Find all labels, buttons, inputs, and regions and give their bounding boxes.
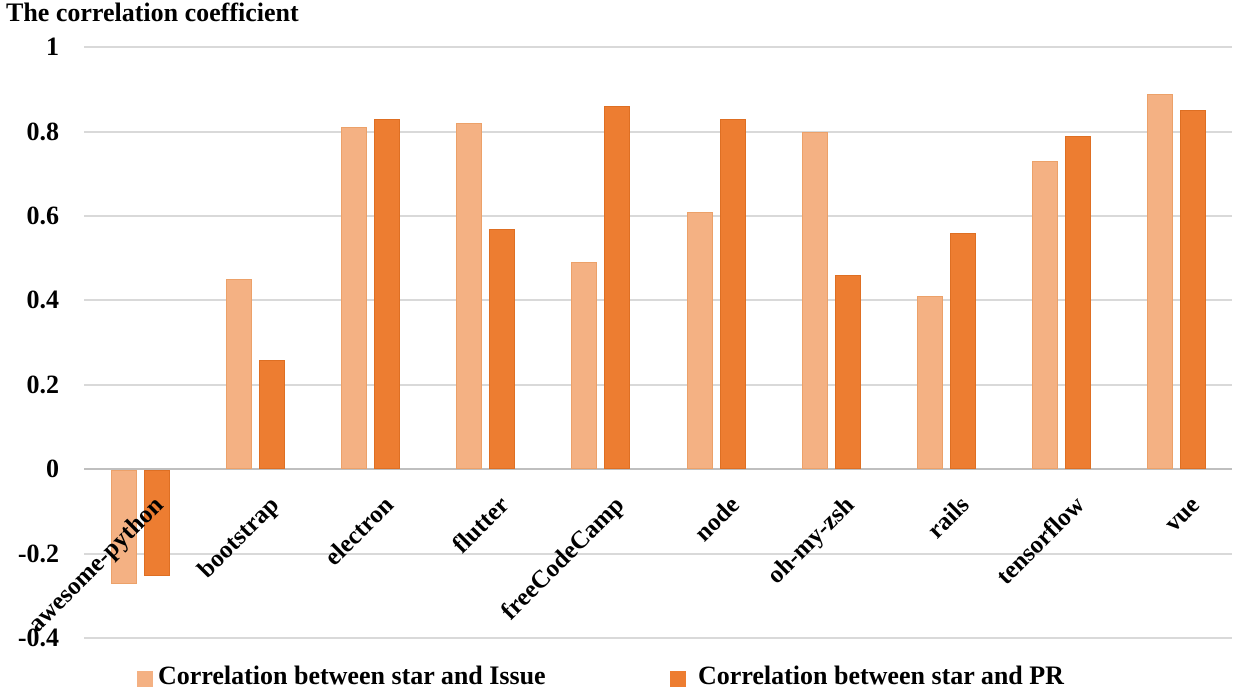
y-tick-label-0.4: 0.4: [26, 285, 60, 315]
bar-rails-pr: [949, 232, 976, 470]
y-tick-label-0: 0: [46, 454, 59, 484]
gridline-0.2: [84, 383, 1232, 386]
y-tick-label--0.2: -0.2: [17, 538, 59, 568]
bar-node-pr: [719, 118, 746, 470]
gridline-0.4: [84, 299, 1232, 302]
x-category-label-electron: electron: [319, 491, 400, 571]
gridline--0.4: [84, 637, 1232, 640]
x-category-label-tensorflow: tensorflow: [991, 491, 1090, 590]
bar-vue-issue: [1146, 93, 1173, 470]
bar-freecodecamp-pr: [604, 106, 631, 470]
y-tick-label-0.8: 0.8: [26, 116, 60, 146]
y-tick-label--0.4: -0.4: [17, 623, 59, 653]
x-category-label-vue: vue: [1159, 491, 1205, 537]
bar-node-issue: [686, 211, 713, 470]
bar-freecodecamp-issue: [571, 262, 598, 470]
bar-awesome-python-issue: [111, 470, 137, 585]
bar-oh-my-zsh-pr: [834, 275, 861, 470]
x-category-label-bootstrap: bootstrap: [192, 491, 284, 584]
bar-awesome-python-pr: [144, 470, 170, 576]
gridline-0.8: [84, 130, 1232, 133]
bar-tensorflow-pr: [1064, 135, 1091, 470]
bar-vue-pr: [1179, 110, 1206, 470]
bar-electron-issue: [341, 127, 368, 470]
x-category-label-oh-my-zsh: oh-my-zsh: [761, 491, 860, 589]
bar-bootstrap-pr: [259, 359, 286, 470]
bar-oh-my-zsh-issue: [801, 131, 828, 470]
x-category-label-freecodecamp: freeCodeCamp: [495, 491, 630, 625]
bar-flutter-pr: [489, 228, 516, 470]
bar-bootstrap-issue: [226, 279, 253, 470]
bar-rails-issue: [916, 296, 943, 470]
bar-flutter-issue: [456, 123, 483, 470]
x-category-label-rails: rails: [922, 491, 975, 544]
gridline--0.2: [84, 552, 1232, 555]
y-tick-label-0.2: 0.2: [26, 369, 60, 399]
chart-title: The correlation coefficient: [6, 0, 299, 27]
gridline-0: [84, 468, 1232, 471]
y-tick-label-1: 1: [46, 32, 59, 62]
x-category-label-flutter: flutter: [447, 491, 515, 559]
bar-electron-pr: [374, 118, 401, 470]
gridline-1: [84, 46, 1232, 49]
bar-tensorflow-issue: [1031, 161, 1058, 470]
x-category-label-node: node: [688, 491, 745, 547]
y-tick-label-0.6: 0.6: [26, 201, 60, 231]
gridline-0.6: [84, 215, 1232, 218]
